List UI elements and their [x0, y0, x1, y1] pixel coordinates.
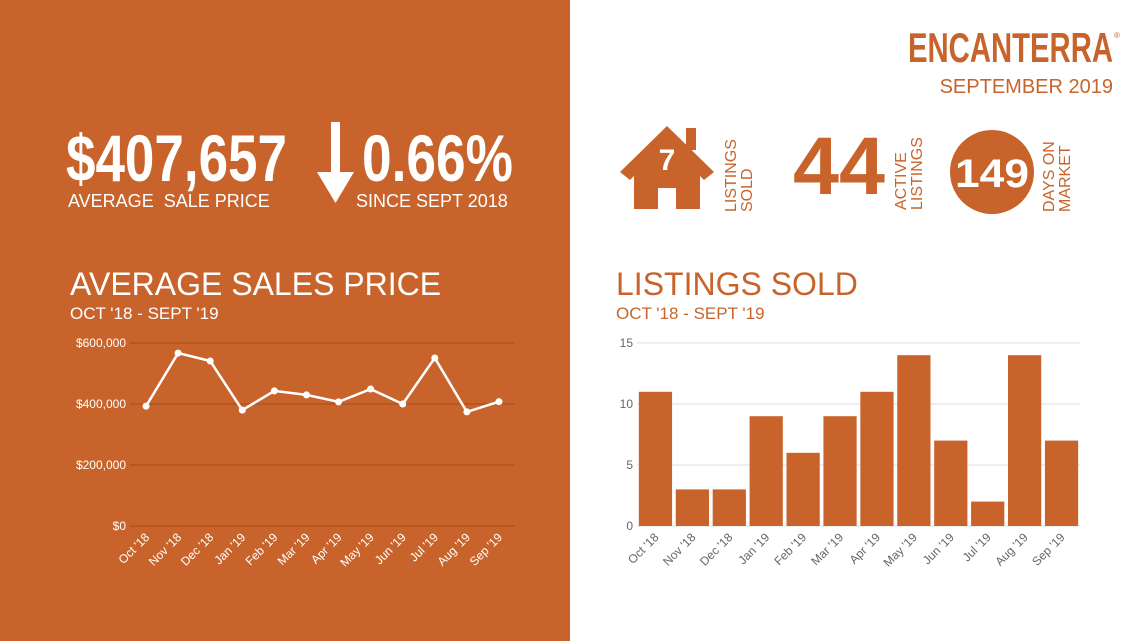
days-circle — [950, 130, 1034, 214]
point — [431, 354, 439, 362]
bar — [1044, 440, 1079, 526]
y-tick-label: 10 — [620, 397, 634, 411]
down-arrow — [317, 122, 354, 203]
y-tick-label: 5 — [626, 458, 633, 472]
days-label: MARKET — [1057, 145, 1074, 212]
y-tick-label: 15 — [620, 336, 634, 350]
y-tick-label: $600,000 — [76, 336, 126, 350]
chart-subtitle: OCT '18 - SEPT '19 — [70, 304, 219, 323]
right-panel — [570, 0, 1140, 641]
house-icon — [620, 126, 714, 209]
price: $407,657 — [66, 121, 287, 195]
bar — [638, 391, 673, 526]
days-value: 149 — [955, 152, 1029, 196]
bar — [934, 440, 968, 526]
bar — [675, 489, 709, 526]
sold-label: LISTINGS — [723, 139, 740, 212]
point — [238, 406, 246, 414]
active-value: 44 — [793, 121, 885, 212]
line — [144, 351, 500, 414]
y-tick-label: $400,000 — [76, 397, 126, 411]
sold-label: SOLD — [739, 168, 756, 212]
chart-title: AVERAGE SALES PRICE — [70, 266, 441, 302]
brand: ENCANTERRA — [908, 24, 1113, 71]
bar — [823, 416, 857, 526]
point — [463, 408, 471, 416]
price-label: AVERAGE SALE PRICE — [68, 191, 270, 211]
brand-mark: ® — [1114, 31, 1120, 40]
sold-value: 7 — [659, 144, 676, 177]
active-label: ACTIVE — [893, 152, 910, 210]
change-label: SINCE SEPT 2018 — [356, 191, 508, 211]
chart-subtitle: OCT '18 - SEPT '19 — [616, 304, 765, 323]
left-panel — [0, 0, 570, 641]
point — [270, 387, 278, 395]
change: 0.66% — [362, 121, 513, 195]
y-tick-label: $200,000 — [76, 458, 126, 472]
bar — [1008, 355, 1042, 526]
point — [302, 391, 310, 399]
point — [174, 349, 182, 357]
point — [367, 385, 375, 393]
bar — [860, 391, 894, 526]
point — [142, 402, 150, 410]
bar — [897, 355, 931, 526]
point — [495, 398, 503, 406]
active-label: LISTINGS — [909, 137, 926, 210]
y-tick-label: 0 — [626, 519, 633, 533]
point — [206, 357, 214, 365]
bar — [749, 416, 783, 526]
bar — [712, 489, 746, 526]
period: SEPTEMBER 2019 — [940, 76, 1113, 98]
days-label: DAYS ON — [1041, 141, 1058, 212]
bar — [786, 452, 820, 526]
chart-title: LISTINGS SOLD — [616, 266, 858, 302]
bar — [971, 501, 1005, 526]
point — [399, 400, 407, 408]
point — [335, 398, 343, 406]
y-tick-label: $0 — [113, 519, 127, 533]
